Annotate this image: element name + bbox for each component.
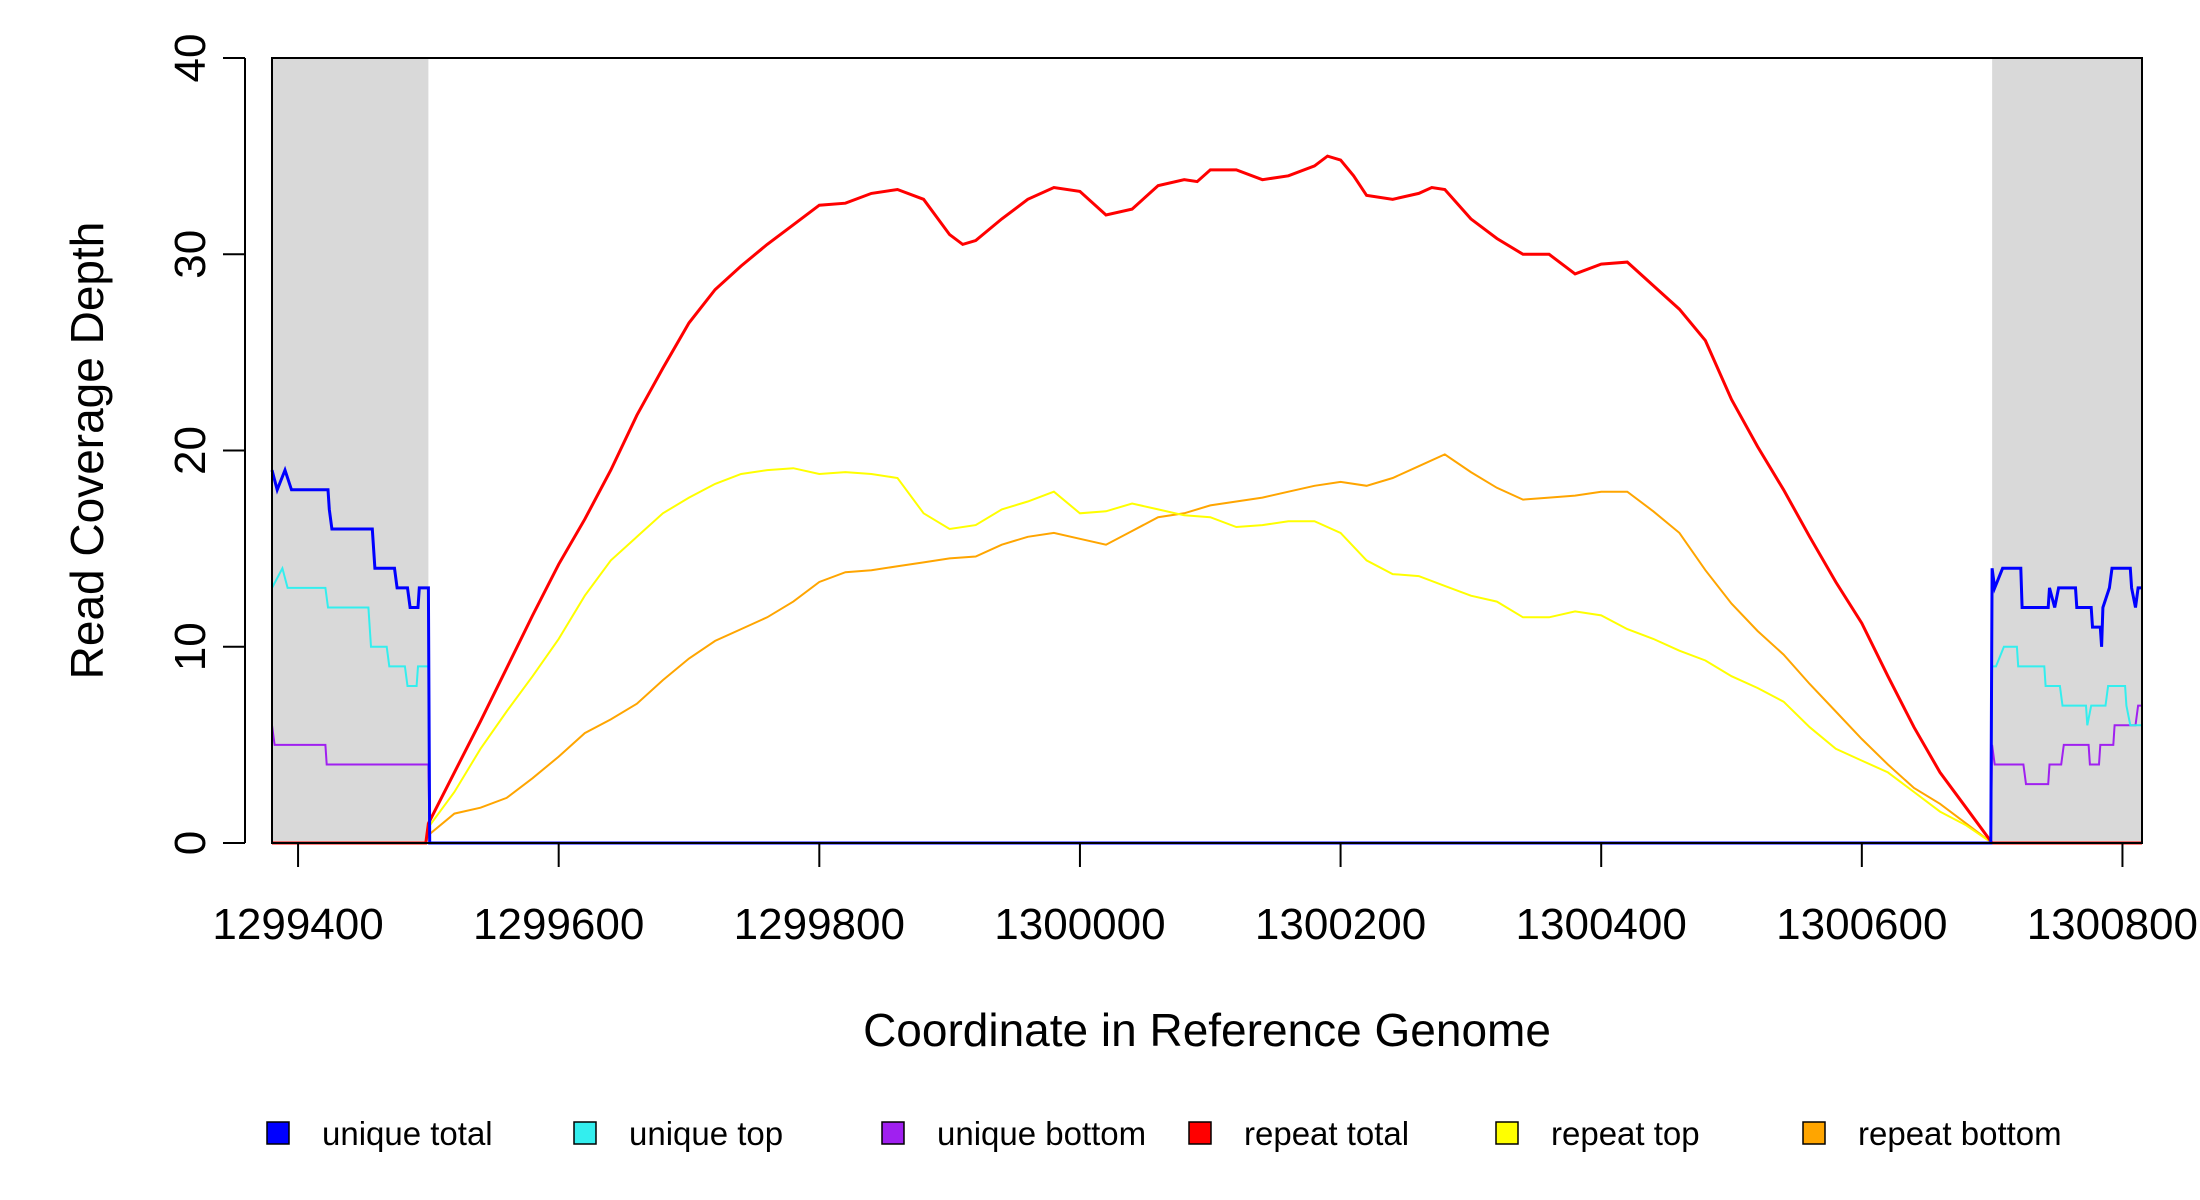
- y-tick-label: 30: [166, 230, 215, 279]
- legend-swatch: [1495, 1121, 1519, 1145]
- legend-swatch: [1802, 1121, 1826, 1145]
- legend: unique total unique top unique bottom repea…: [266, 1115, 2062, 1152]
- legend-swatch: [573, 1121, 597, 1145]
- y-axis: 0 10 20 30 40: [166, 34, 246, 855]
- x-tick-label: 1300200: [1255, 900, 1426, 949]
- x-tick-label: 1299800: [734, 900, 905, 949]
- x-tick-label: 1300800: [2027, 900, 2198, 949]
- legend-swatch: [1188, 1121, 1212, 1145]
- x-tick-label: 1300600: [1776, 900, 1947, 949]
- x-tick-label: 1299400: [212, 900, 383, 949]
- series-line-unique-top: [271, 565, 2142, 844]
- series-line-repeat-total: [272, 154, 2142, 845]
- y-axis-title: Read Coverage Depth: [61, 222, 113, 680]
- x-axis: 1299400 1299600 1299800 1300000 1300200 13004…: [212, 842, 2198, 949]
- shaded-regions: [272, 58, 2142, 843]
- shaded-region-1: [272, 58, 429, 843]
- legend-label: unique total: [322, 1115, 493, 1152]
- x-tick-label: 1300000: [994, 900, 1165, 949]
- series-lines: [270, 154, 2142, 845]
- series-line-unique-bottom: [271, 704, 2142, 844]
- y-tick-label: 20: [166, 426, 215, 475]
- legend-swatch: [266, 1121, 290, 1145]
- y-tick-label: 40: [166, 34, 215, 83]
- y-tick-label: 10: [166, 622, 215, 671]
- legend-label: unique top: [629, 1115, 783, 1152]
- legend-label: repeat bottom: [1858, 1115, 2062, 1152]
- x-axis-title: Coordinate in Reference Genome: [863, 1004, 1551, 1056]
- series-line-repeat-bottom: [272, 453, 2142, 844]
- series-line-repeat-top: [272, 467, 2142, 844]
- legend-label: unique bottom: [937, 1115, 1146, 1152]
- legend-label: repeat top: [1551, 1115, 1700, 1152]
- x-tick-label: 1300400: [1516, 900, 1687, 949]
- plot-frame: [271, 57, 2143, 844]
- series-line-unique-total: [270, 465, 2142, 845]
- x-tick-label: 1299600: [473, 900, 644, 949]
- shaded-region-2: [1992, 58, 2142, 843]
- legend-swatch: [881, 1121, 905, 1145]
- y-tick-label: 0: [166, 831, 215, 855]
- legend-label: repeat total: [1244, 1115, 1409, 1152]
